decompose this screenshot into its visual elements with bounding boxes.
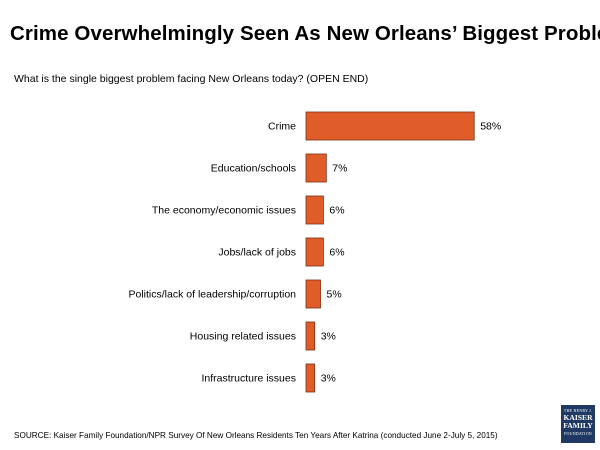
category-label: Housing related issues: [190, 331, 296, 343]
data-label: 6%: [329, 205, 344, 217]
bar-chart: Crime 58% Education/schools 7% The economy/e…: [129, 111, 501, 393]
data-label: 58%: [480, 121, 501, 133]
data-label: 3%: [321, 331, 336, 343]
bar: [305, 363, 316, 393]
bar: [305, 237, 324, 267]
category-label: Crime: [268, 121, 296, 133]
data-label: 6%: [329, 247, 344, 259]
category-label: The economy/economic issues: [152, 205, 296, 217]
logo-line-3: FAMILY: [563, 421, 593, 430]
data-label: 5%: [327, 289, 342, 301]
bar: [305, 153, 327, 183]
bar: [305, 321, 316, 351]
chart-title: Crime Overwhelmingly Seen As New Orleans…: [10, 22, 600, 45]
category-label: Education/schools: [211, 163, 296, 175]
data-label: 7%: [332, 163, 347, 175]
bar: [305, 111, 475, 141]
kaiser-family-foundation-logo: THE HENRY J. KAISER FAMILY FOUNDATION: [561, 405, 595, 443]
data-label: 3%: [321, 373, 336, 385]
source-note: SOURCE: Kaiser Family Foundation/NPR Sur…: [14, 431, 498, 440]
category-label: Jobs/lack of jobs: [218, 247, 296, 259]
logo-line-4: FOUNDATION: [564, 431, 592, 436]
bar: [305, 279, 321, 309]
bar: [305, 195, 324, 225]
logo-line-2: KAISER: [563, 413, 593, 422]
category-label: Politics/lack of leadership/corruption: [129, 289, 297, 301]
chart-subtitle: What is the single biggest problem facin…: [14, 73, 369, 85]
category-label: Infrastructure issues: [201, 373, 296, 385]
logo-line-1: THE HENRY J.: [563, 408, 593, 413]
